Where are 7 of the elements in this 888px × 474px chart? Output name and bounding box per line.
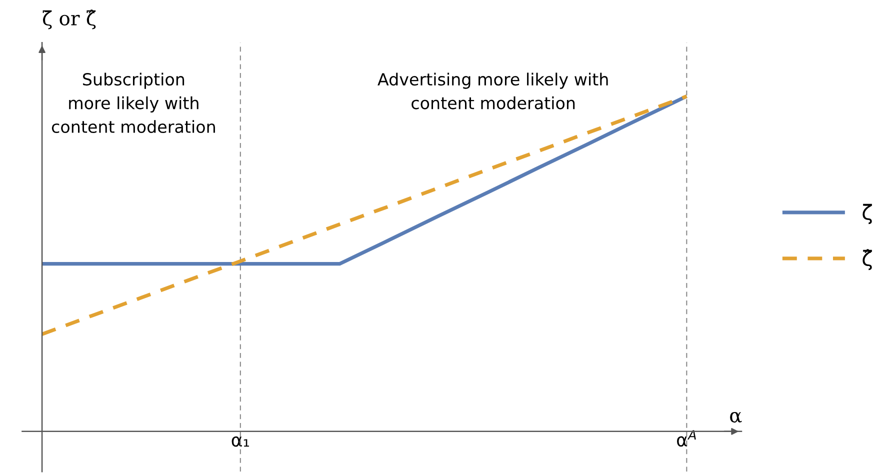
- annotation: Advertising more likely with content moderation: [378, 72, 608, 110]
- x-axis-title: α: [730, 412, 742, 423]
- y-axis-title: ζ̄ or ζ̂: [42, 10, 96, 30]
- annotation: Subscription more likely with content moderation: [52, 72, 215, 134]
- x-tick-label: α₁: [232, 436, 249, 447]
- legend-label: ζ̂: [862, 249, 872, 270]
- legend-label: ζ̄: [862, 204, 872, 224]
